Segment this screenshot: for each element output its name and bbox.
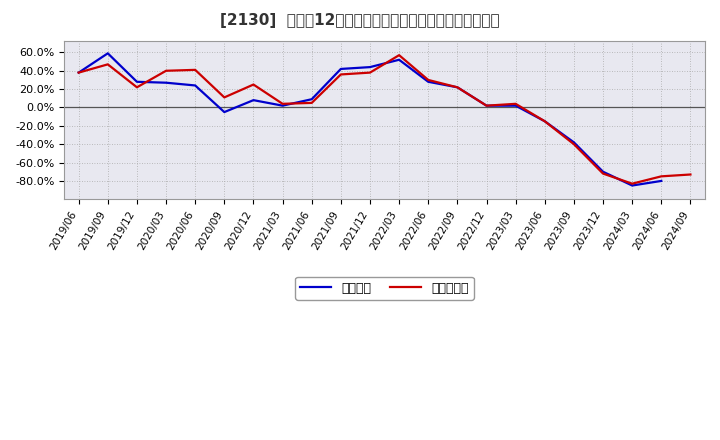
経常利益: [628, 183, 636, 188]
当期純利益: [599, 171, 608, 176]
当期純利益: [570, 142, 578, 147]
当期純利益: [628, 181, 636, 186]
経常利益: [599, 169, 608, 174]
経常利益: [482, 103, 491, 108]
経常利益: [541, 119, 549, 124]
経常利益: [511, 103, 520, 108]
当期純利益: [424, 77, 433, 83]
経常利益: [395, 57, 403, 62]
当期純利益: [541, 119, 549, 124]
Line: 経常利益: 経常利益: [78, 53, 661, 186]
経常利益: [74, 70, 83, 75]
当期純利益: [511, 101, 520, 106]
当期純利益: [132, 84, 141, 90]
経常利益: [366, 65, 374, 70]
経常利益: [162, 80, 171, 85]
当期純利益: [657, 174, 665, 179]
経常利益: [191, 83, 199, 88]
経常利益: [424, 79, 433, 84]
Text: [2130]  利益の12か月移動合計の対前年同期増減率の推移: [2130] 利益の12か月移動合計の対前年同期増減率の推移: [220, 13, 500, 28]
当期純利益: [220, 95, 229, 100]
経常利益: [657, 178, 665, 183]
当期純利益: [307, 100, 316, 106]
経常利益: [249, 98, 258, 103]
Line: 当期純利益: 当期純利益: [78, 55, 690, 183]
Legend: 経常利益, 当期純利益: 経常利益, 当期純利益: [295, 277, 474, 300]
当期純利益: [482, 103, 491, 108]
当期純利益: [366, 70, 374, 75]
当期純利益: [278, 101, 287, 106]
経常利益: [453, 84, 462, 90]
当期純利益: [191, 67, 199, 73]
経常利益: [336, 66, 345, 72]
経常利益: [278, 103, 287, 108]
当期純利益: [686, 172, 695, 177]
経常利益: [570, 140, 578, 145]
経常利益: [220, 110, 229, 115]
当期純利益: [336, 72, 345, 77]
当期純利益: [74, 70, 83, 75]
当期純利益: [249, 82, 258, 87]
経常利益: [307, 97, 316, 102]
当期純利益: [104, 62, 112, 67]
経常利益: [104, 51, 112, 56]
経常利益: [132, 79, 141, 84]
当期純利益: [453, 84, 462, 90]
当期純利益: [395, 52, 403, 58]
当期純利益: [162, 68, 171, 73]
